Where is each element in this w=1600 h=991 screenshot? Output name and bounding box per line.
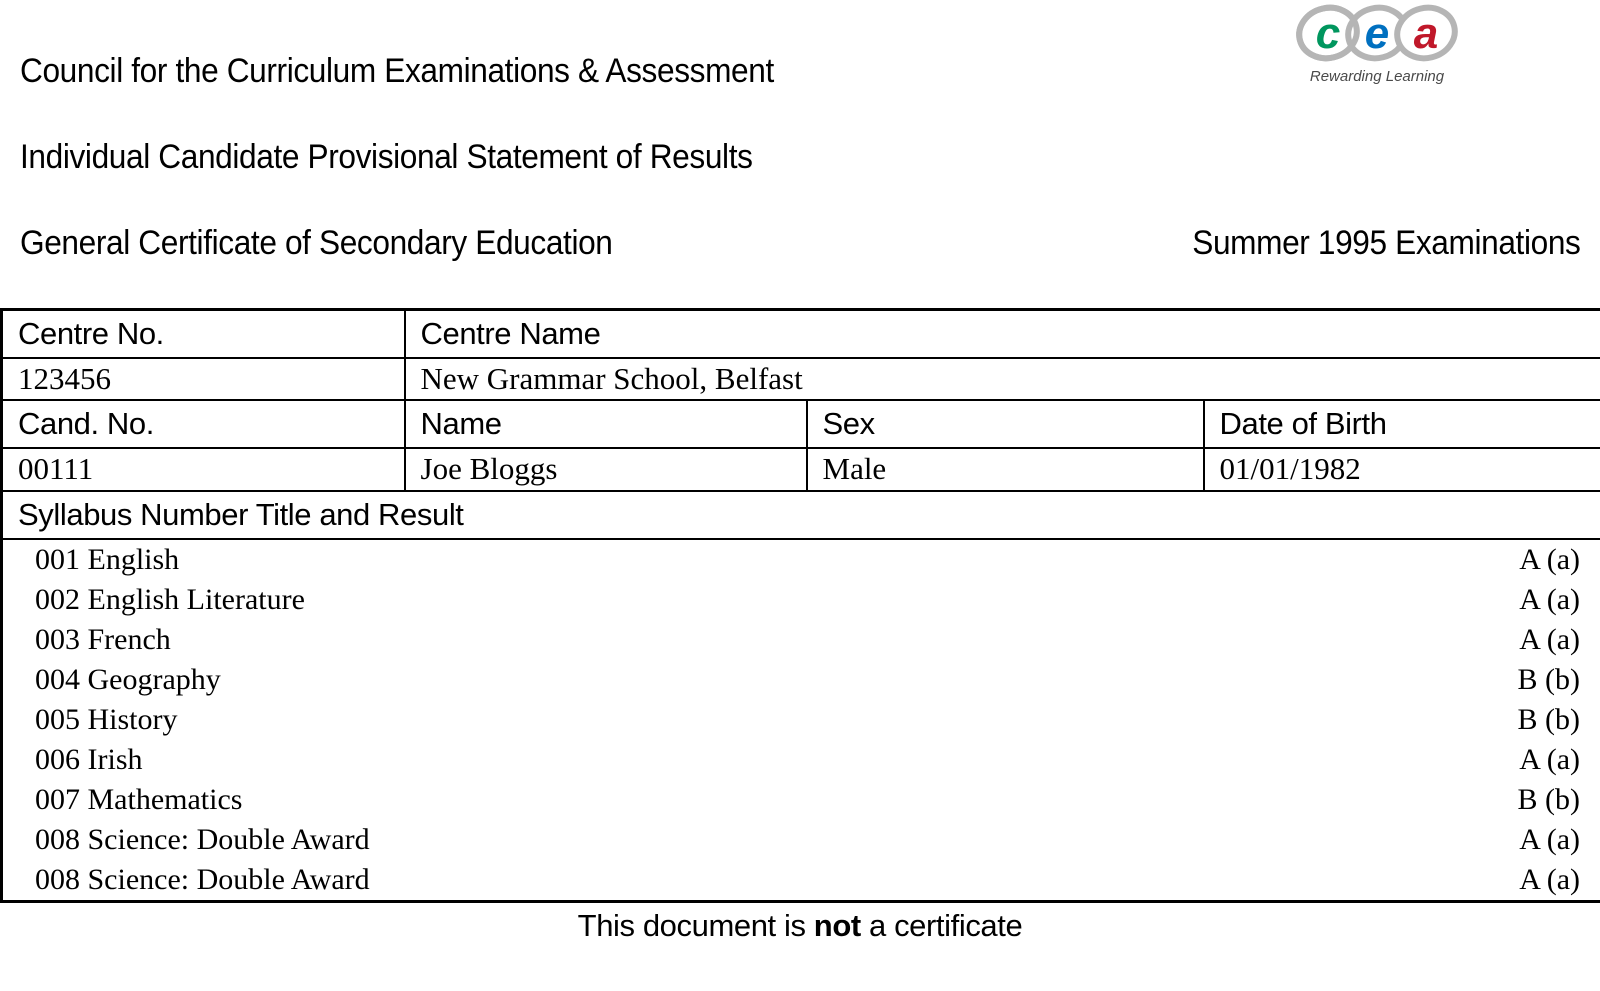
result-row: 006 Irish A (a): [18, 740, 1600, 780]
result-grade: A (a): [1519, 582, 1581, 616]
result-grade: B (b): [1517, 782, 1581, 816]
document-title-text: Individual Candidate Provisional Stateme…: [20, 138, 753, 176]
result-syllabus: 005 History: [35, 702, 178, 736]
result-grade: A (a): [1519, 822, 1581, 856]
result-syllabus: 002 English Literature: [35, 582, 305, 616]
qualification-title: General Certificate of Secondary Educati…: [20, 224, 613, 262]
caption-text-emphasis: not: [813, 907, 861, 943]
centre-name-label: Centre Name: [403, 308, 1600, 359]
logo-letter-a: a: [1414, 9, 1438, 58]
syllabus-header-row: Syllabus Number Title and Result: [0, 489, 1600, 540]
logo-letter-c: c: [1316, 9, 1340, 58]
organisation-title: Council for the Curriculum Examinations …: [20, 53, 1580, 89]
results-block-row: 001 English A (a) 002 English Literature…: [0, 537, 1600, 902]
result-syllabus: 001 English: [35, 542, 180, 576]
centre-no-label: Centre No.: [0, 308, 406, 359]
caption-text-before: This document is: [577, 907, 814, 943]
result-syllabus: 003 French: [35, 622, 171, 656]
result-row: 005 History B (b): [18, 700, 1600, 740]
result-syllabus: 004 Geography: [35, 662, 221, 696]
cand-no-value: 00111: [0, 446, 406, 492]
document-header: Council for the Curriculum Examinations …: [0, 0, 1600, 261]
qualification-session-row: General Certificate of Secondary Educati…: [20, 225, 1580, 261]
caption-text-after: a certificate: [860, 907, 1023, 943]
sex-label: Sex: [805, 398, 1205, 449]
result-row: 007 Mathematics B (b): [18, 780, 1600, 820]
centre-name-value: New Grammar School, Belfast: [403, 356, 1600, 401]
syllabus-header-label: Syllabus Number Title and Result: [0, 489, 1600, 540]
document-title: Individual Candidate Provisional Stateme…: [20, 139, 1580, 175]
result-grade: A (a): [1519, 742, 1581, 776]
result-grade: A (a): [1519, 862, 1581, 896]
result-row: 003 French A (a): [18, 620, 1600, 660]
result-syllabus: 008 Science: Double Award: [35, 822, 370, 856]
result-row: 008 Science: Double Award A (a): [18, 820, 1600, 860]
candidate-value-row: 00111 Joe Bloggs Male 01/01/1982: [0, 446, 1600, 492]
result-grade: B (b): [1517, 662, 1581, 696]
name-value: Joe Bloggs: [403, 446, 808, 492]
results-list: 001 English A (a) 002 English Literature…: [0, 537, 1600, 902]
name-label: Name: [403, 398, 808, 449]
result-grade: B (b): [1517, 702, 1581, 736]
dob-value: 01/01/1982: [1202, 446, 1600, 492]
result-grade: A (a): [1519, 622, 1581, 656]
result-syllabus: 008 Science: Double Award: [35, 862, 370, 896]
candidate-header-row: Cand. No. Name Sex Date of Birth: [0, 398, 1600, 449]
centre-value-row: 123456 New Grammar School, Belfast: [0, 356, 1600, 401]
dob-label: Date of Birth: [1202, 398, 1600, 449]
not-a-certificate-caption: This document is not a certificate: [0, 908, 1600, 944]
session-title: Summer 1995 Examinations: [1191, 224, 1581, 262]
result-syllabus: 006 Irish: [35, 742, 143, 776]
centre-no-value: 123456: [0, 356, 406, 401]
result-row: 004 Geography B (b): [18, 660, 1600, 700]
result-row: 008 Science: Double Award A (a): [18, 860, 1600, 900]
ccea-logo: c e a Rewarding Learning: [1292, 2, 1462, 88]
logo-letter-e: e: [1365, 9, 1389, 58]
sex-value: Male: [805, 446, 1205, 492]
ccea-logo-icon: c e a Rewarding Learning: [1296, 4, 1458, 85]
result-row: 001 English A (a): [18, 540, 1600, 579]
centre-header-row: Centre No. Centre Name: [0, 308, 1600, 359]
result-syllabus: 007 Mathematics: [35, 782, 243, 816]
candidate-results-table: Centre No. Centre Name 123456 New Gramma…: [0, 308, 1600, 903]
result-row: 002 English Literature A (a): [18, 580, 1600, 620]
result-grade: A (a): [1519, 542, 1581, 576]
organisation-title-text: Council for the Curriculum Examinations …: [20, 52, 774, 90]
logo-tagline: Rewarding Learning: [1310, 68, 1445, 85]
cand-no-label: Cand. No.: [0, 398, 406, 449]
